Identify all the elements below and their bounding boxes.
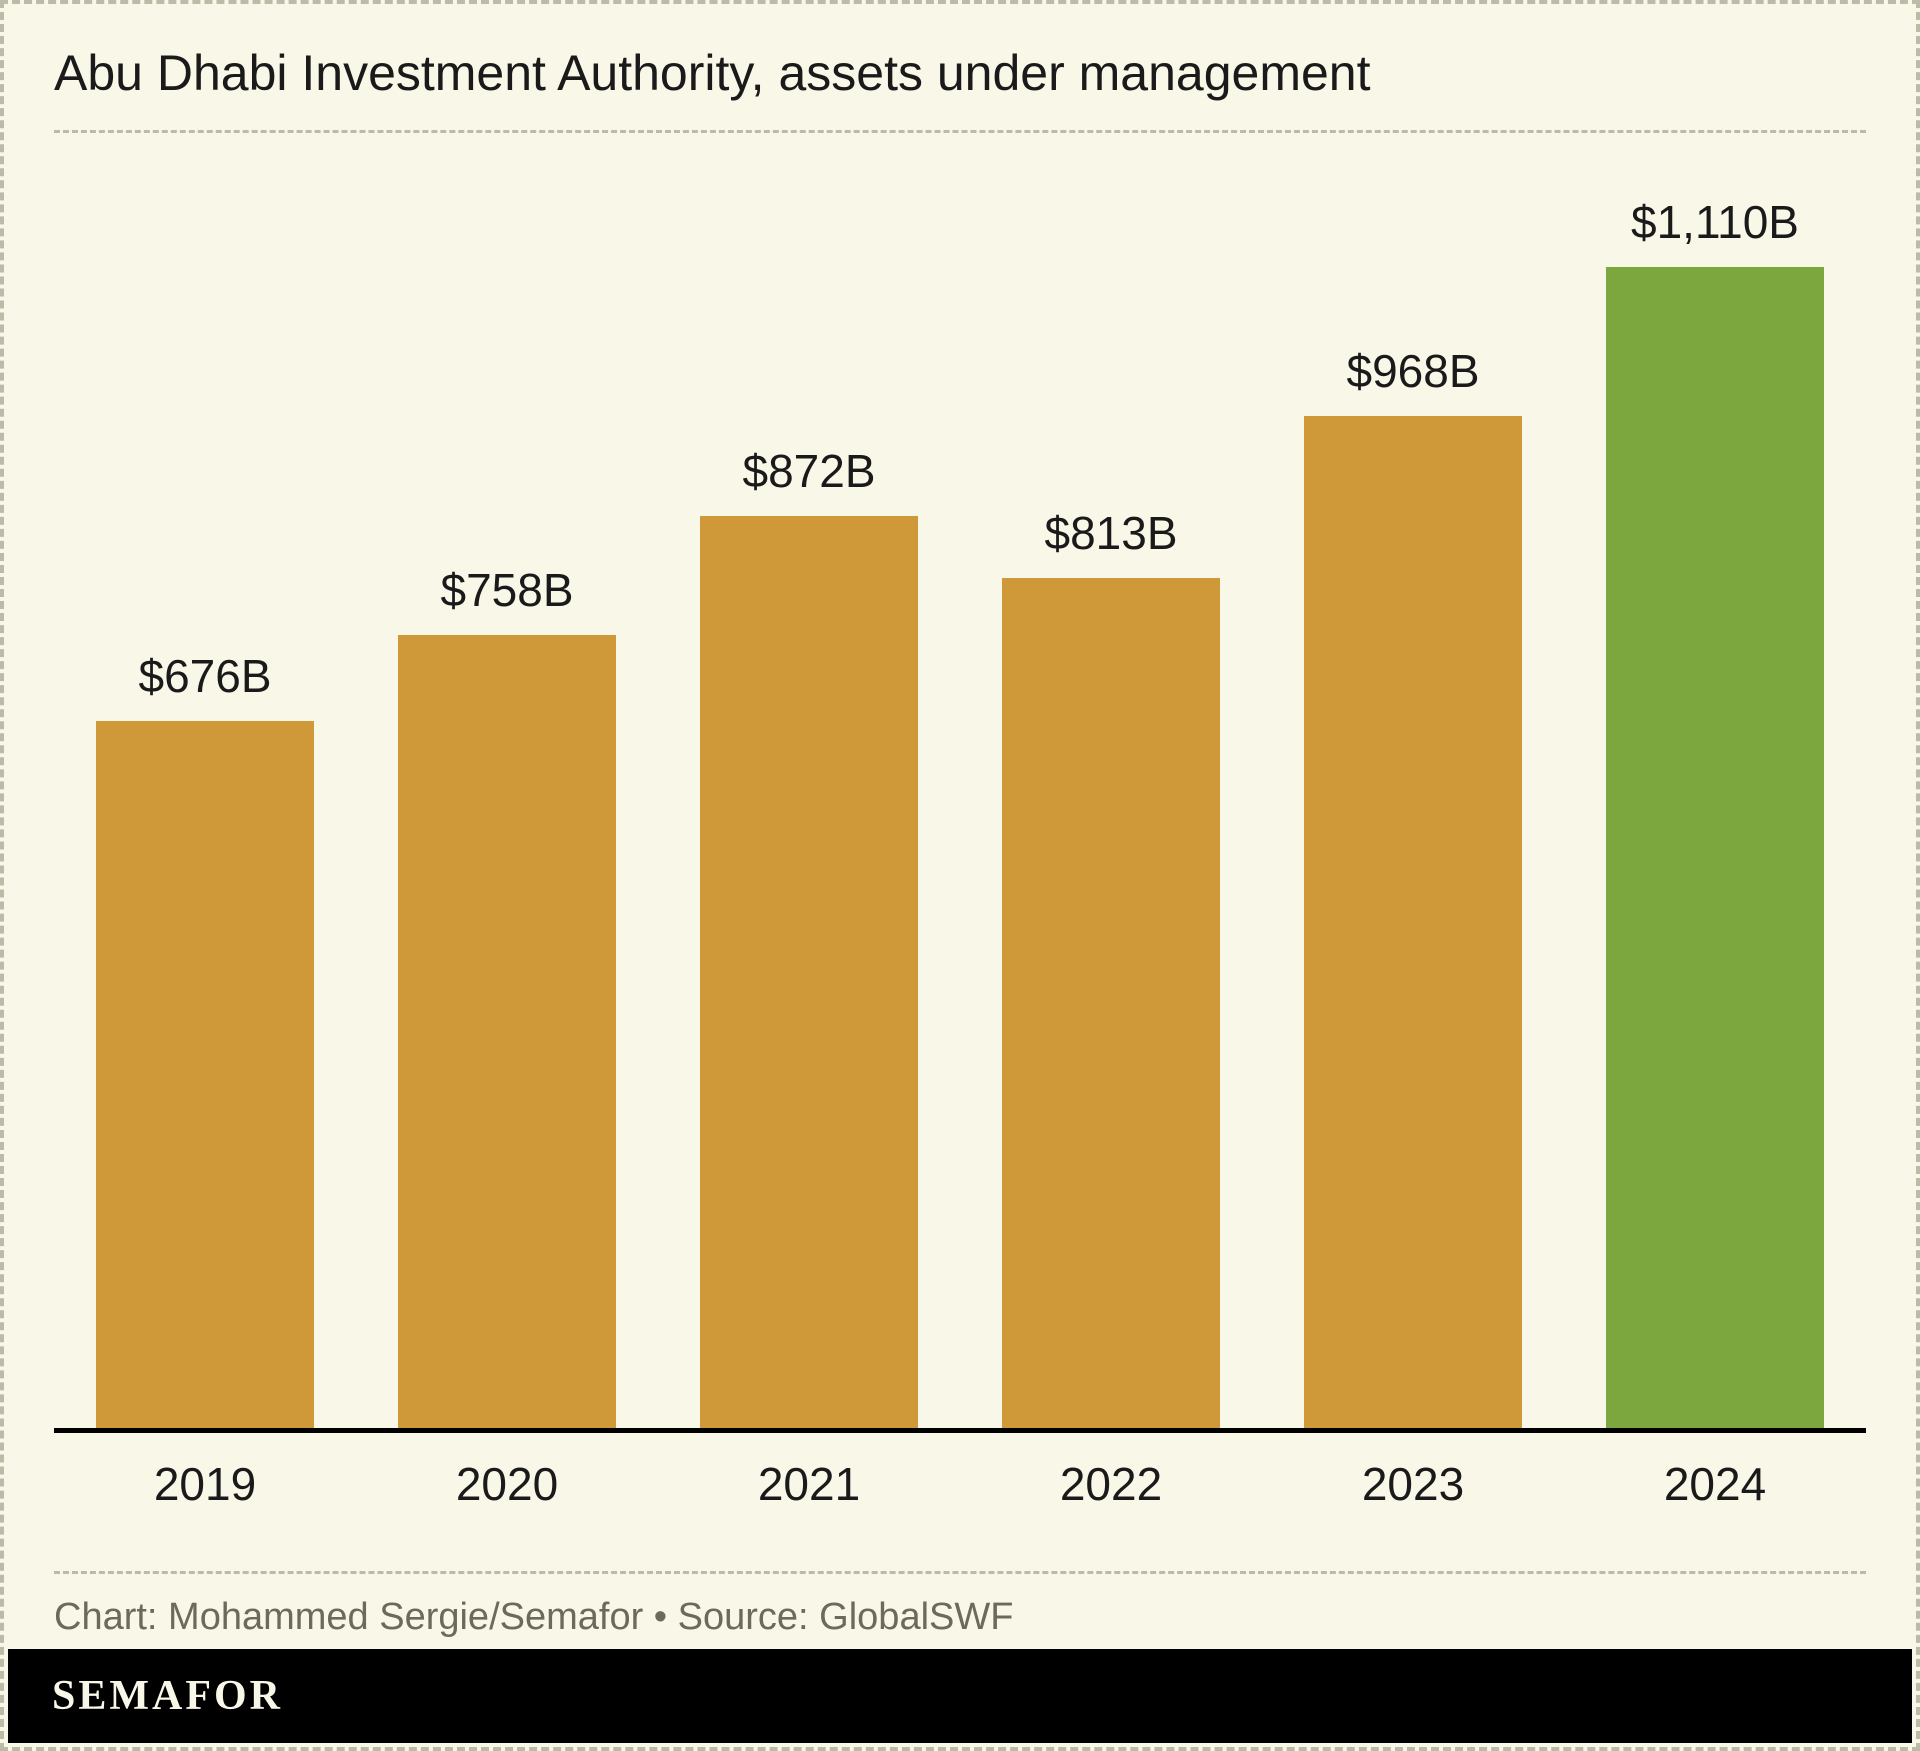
brand-bar: SEMAFOR [8,1649,1912,1743]
chart-plot-area: $676B $758B $872B $813B $968B $1,110B [54,173,1866,1433]
x-axis-label: 2023 [1262,1457,1564,1511]
bar [700,516,917,1428]
chart-container: Abu Dhabi Investment Authority, assets u… [0,0,1920,1751]
bar [1002,578,1219,1428]
chart-footer: Chart: Mohammed Sergie/Semafor • Source:… [54,1571,1866,1639]
bar-value-label: $872B [742,444,875,498]
bar [1304,416,1521,1428]
bar [1606,267,1823,1428]
x-axis-label: 2019 [54,1457,356,1511]
chart-title: Abu Dhabi Investment Authority, assets u… [54,44,1866,130]
bar-slot: $758B [356,173,658,1428]
bar-slot: $968B [1262,173,1564,1428]
x-axis-label: 2024 [1564,1457,1866,1511]
bar [398,635,615,1428]
divider-bottom [54,1571,1866,1574]
divider-top [54,130,1866,133]
bars-row: $676B $758B $872B $813B $968B $1,110B [54,173,1866,1433]
brand-logo-text: SEMAFOR [52,1672,283,1720]
bar-slot: $813B [960,173,1262,1428]
bar-slot: $1,110B [1564,173,1866,1428]
bar-value-label: $813B [1044,506,1177,560]
bar-slot: $676B [54,173,356,1428]
bar-value-label: $1,110B [1631,195,1799,249]
x-axis-label: 2022 [960,1457,1262,1511]
chart-attribution: Chart: Mohammed Sergie/Semafor • Source:… [54,1596,1866,1639]
x-axis-label: 2020 [356,1457,658,1511]
bar [96,721,313,1428]
bar-value-label: $676B [138,649,271,703]
bar-value-label: $968B [1346,344,1479,398]
x-axis-label: 2021 [658,1457,960,1511]
bar-slot: $872B [658,173,960,1428]
x-axis-labels: 201920202021202220232024 [54,1457,1866,1511]
bar-value-label: $758B [440,563,573,617]
